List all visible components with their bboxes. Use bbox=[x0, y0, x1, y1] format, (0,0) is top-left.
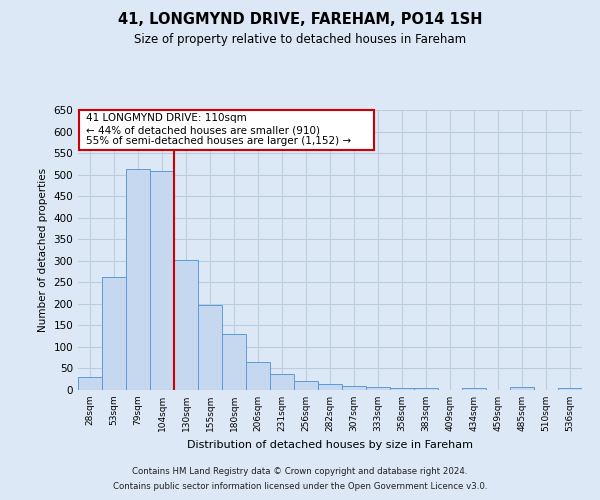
Text: Contains public sector information licensed under the Open Government Licence v3: Contains public sector information licen… bbox=[113, 482, 487, 491]
Bar bbox=[222, 334, 246, 390]
Bar bbox=[102, 276, 126, 390]
Bar bbox=[462, 388, 486, 390]
Bar bbox=[558, 388, 582, 390]
Y-axis label: Number of detached properties: Number of detached properties bbox=[38, 168, 48, 332]
Bar bbox=[78, 377, 102, 390]
X-axis label: Distribution of detached houses by size in Fareham: Distribution of detached houses by size … bbox=[187, 440, 473, 450]
Bar bbox=[198, 305, 222, 390]
Bar bbox=[270, 374, 294, 390]
Bar bbox=[366, 388, 390, 390]
Bar bbox=[342, 386, 366, 390]
Text: 41 LONGMYND DRIVE: 110sqm: 41 LONGMYND DRIVE: 110sqm bbox=[86, 113, 247, 123]
Bar bbox=[294, 380, 318, 390]
Bar bbox=[510, 386, 534, 390]
Bar bbox=[414, 388, 438, 390]
Bar bbox=[174, 260, 198, 390]
Bar bbox=[246, 362, 270, 390]
Text: Contains HM Land Registry data © Crown copyright and database right 2024.: Contains HM Land Registry data © Crown c… bbox=[132, 467, 468, 476]
Text: 55% of semi-detached houses are larger (1,152) →: 55% of semi-detached houses are larger (… bbox=[86, 136, 352, 146]
Text: Size of property relative to detached houses in Fareham: Size of property relative to detached ho… bbox=[134, 32, 466, 46]
Bar bbox=[150, 171, 174, 390]
Text: 41, LONGMYND DRIVE, FAREHAM, PO14 1SH: 41, LONGMYND DRIVE, FAREHAM, PO14 1SH bbox=[118, 12, 482, 28]
Bar bbox=[126, 169, 150, 390]
Bar bbox=[390, 388, 414, 390]
FancyBboxPatch shape bbox=[79, 110, 374, 150]
Bar bbox=[318, 384, 342, 390]
Text: ← 44% of detached houses are smaller (910): ← 44% of detached houses are smaller (91… bbox=[86, 126, 320, 136]
